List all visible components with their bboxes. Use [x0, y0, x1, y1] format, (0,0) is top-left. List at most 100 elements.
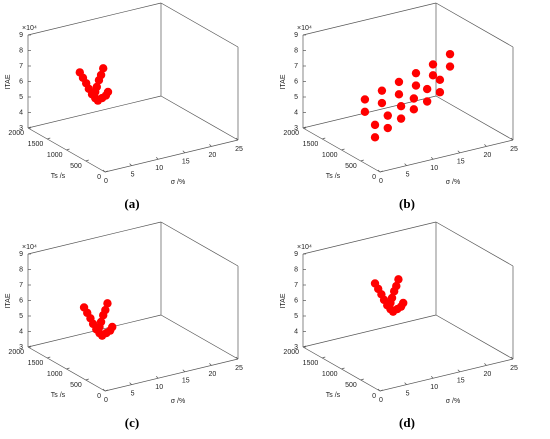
- y-axis-label: Ts /s: [326, 392, 341, 399]
- z-tick-label: 3: [19, 125, 23, 132]
- y-tick: [27, 126, 32, 129]
- z-tick-label: 9: [294, 251, 298, 258]
- axis-box-edge: [160, 95, 239, 141]
- z-tick-label: 5: [294, 94, 298, 101]
- y-tick-label: 2000: [8, 349, 24, 356]
- x-tick-label: 20: [484, 152, 492, 159]
- x-tick-label: 20: [484, 371, 492, 378]
- x-axis-label: σ /%: [171, 398, 185, 405]
- x-tick: [155, 156, 159, 160]
- z-offset-label: ×10⁴: [22, 244, 37, 251]
- z-tick-label: 6: [294, 78, 298, 85]
- z-offset-label: ×10⁴: [297, 25, 312, 32]
- x-tick: [102, 388, 106, 392]
- y-tick: [47, 356, 51, 359]
- point: [103, 299, 112, 308]
- y-axis-label: Ts /s: [51, 173, 66, 180]
- y-tick: [47, 137, 51, 140]
- y-tick-label: 1500: [28, 141, 44, 148]
- x-tick-label: 0: [104, 397, 108, 404]
- y-tick: [302, 126, 307, 129]
- x-tick: [377, 388, 381, 392]
- x-tick: [457, 369, 461, 373]
- point: [435, 75, 445, 85]
- y-tick: [302, 345, 307, 348]
- axis-box-edge: [27, 95, 162, 129]
- y-tick-label: 0: [372, 393, 376, 400]
- z-axis-label: ITAE: [280, 74, 287, 89]
- panel-caption: (d): [399, 415, 415, 430]
- point: [396, 114, 406, 123]
- z-tick-label: 3: [294, 125, 298, 132]
- x-tick: [182, 369, 186, 373]
- z-tick-label: 8: [294, 266, 298, 273]
- x-tick-label: 0: [379, 397, 383, 404]
- axis-box-edge: [160, 2, 239, 48]
- y-tick-label: 2000: [283, 130, 299, 137]
- z-tick-label: 9: [294, 32, 298, 39]
- z-tick-label: 4: [19, 109, 23, 116]
- y-tick: [104, 389, 109, 392]
- z-tick-label: 8: [294, 47, 298, 54]
- x-tick-label: 5: [406, 390, 410, 397]
- panel-caption: (a): [124, 196, 139, 211]
- x-tick-label: 15: [182, 159, 190, 166]
- x-tick: [209, 144, 212, 147]
- x-tick: [182, 150, 186, 154]
- x-tick: [129, 163, 132, 166]
- z-tick-label: 8: [19, 47, 23, 54]
- y-tick: [360, 378, 364, 381]
- axis-box-edge: [379, 139, 514, 173]
- y-tick: [379, 170, 384, 173]
- y-tick-label: 0: [372, 174, 376, 181]
- point: [445, 62, 455, 71]
- x-tick-label: 10: [430, 165, 438, 172]
- y-tick: [66, 367, 70, 370]
- axis-box-edge: [379, 358, 514, 392]
- x-tick: [209, 363, 212, 366]
- point: [377, 98, 387, 108]
- x-axis-label: σ /%: [446, 398, 460, 405]
- point: [411, 68, 421, 78]
- point: [377, 86, 387, 95]
- x-tick-label: 5: [131, 171, 135, 178]
- point: [411, 81, 421, 90]
- z-tick-label: 8: [19, 266, 23, 273]
- point: [428, 71, 438, 80]
- z-axis-label: ITAE: [280, 293, 287, 308]
- z-tick-label: 7: [294, 63, 298, 70]
- axis-box-edge: [435, 95, 514, 141]
- y-tick-label: 1500: [303, 141, 319, 148]
- z-tick-label: 4: [294, 328, 298, 335]
- axis-box-edge: [104, 139, 239, 173]
- y-tick-label: 0: [97, 393, 101, 400]
- x-tick: [129, 382, 132, 385]
- y-tick: [360, 159, 364, 162]
- y-tick-label: 500: [70, 382, 82, 389]
- point: [370, 120, 380, 130]
- x-tick: [484, 363, 487, 366]
- y-tick: [85, 159, 89, 162]
- z-offset-label: ×10⁴: [22, 25, 37, 32]
- x-tick: [510, 356, 514, 360]
- x-tick-label: 0: [379, 178, 383, 185]
- x-tick-label: 10: [430, 384, 438, 391]
- point: [445, 49, 455, 59]
- y-tick: [379, 389, 384, 392]
- point: [383, 111, 392, 120]
- x-tick-label: 5: [406, 171, 410, 178]
- point: [91, 87, 100, 97]
- y-tick: [104, 170, 109, 173]
- y-tick: [66, 148, 70, 151]
- z-offset-label: ×10⁴: [297, 244, 312, 251]
- z-tick-label: 7: [294, 282, 298, 289]
- x-tick: [155, 375, 159, 379]
- point: [422, 97, 432, 106]
- y-tick-label: 1000: [47, 371, 63, 378]
- y-tick-label: 1500: [303, 360, 319, 367]
